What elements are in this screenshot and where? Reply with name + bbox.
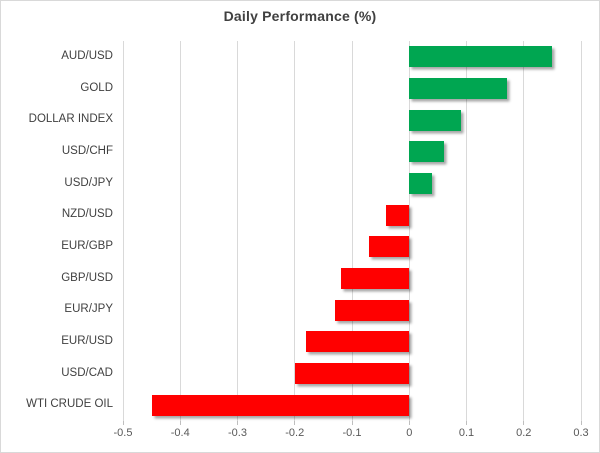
bar-wti-crude-oil xyxy=(151,394,410,416)
gridline-0 xyxy=(408,41,410,421)
bar-usd-cad xyxy=(294,363,410,384)
x-axis-label-0.1: 0.1 xyxy=(458,427,475,439)
gridline-0.3 xyxy=(580,41,582,421)
x-axis-label--0.2: -0.2 xyxy=(285,427,305,439)
x-axis-tick-0.1 xyxy=(466,421,467,425)
x-axis-tick-0.2 xyxy=(523,421,525,425)
x-axis-tick--0.4 xyxy=(179,421,181,425)
x-axis-tick-0 xyxy=(408,421,410,425)
y-axis-label-aud-usd: AUD/USD xyxy=(61,50,113,62)
x-axis-tick--0.1 xyxy=(351,421,353,425)
gridline--0.3 xyxy=(237,41,238,421)
x-axis-tick--0.5 xyxy=(122,421,124,425)
x-axis-label--0.3: -0.3 xyxy=(228,427,247,439)
bar-aud-usd xyxy=(409,46,553,68)
x-axis-label-0.2: 0.2 xyxy=(516,427,532,439)
y-axis-label-eur-gbp: EUR/GBP xyxy=(61,240,113,252)
gridline--0.4 xyxy=(179,41,181,421)
gridline-0.2 xyxy=(523,41,525,421)
y-axis-label-gbp-usd: GBP/USD xyxy=(61,271,113,284)
bar-usd-chf xyxy=(409,141,444,163)
bar-eur-usd xyxy=(306,331,410,353)
y-axis-label-usd-chf: USD/CHF xyxy=(61,145,113,157)
bar-dollar-index xyxy=(409,109,461,131)
x-axis-tick--0.3 xyxy=(237,421,238,425)
y-axis-label-eur-usd: EUR/USD xyxy=(61,335,113,347)
bar-gbp-usd xyxy=(340,268,410,289)
gridline-0.1 xyxy=(466,41,467,421)
gridline--0.5 xyxy=(122,41,124,421)
x-axis-tick--0.2 xyxy=(294,421,296,425)
bar-usd-jpy xyxy=(409,173,433,194)
bar-nzd-usd xyxy=(386,204,410,226)
y-axis-label-nzd-usd: NZD/USD xyxy=(61,208,113,221)
bar-eur-gbp xyxy=(369,236,410,258)
y-axis-label-gold: GOLD xyxy=(80,81,113,94)
y-axis-label-usd-jpy: USD/JPY xyxy=(64,176,113,189)
y-axis-label-eur-jpy: EUR/JPY xyxy=(64,303,113,316)
chart-title: Daily Performance (%) xyxy=(223,8,377,24)
x-axis-label-0: 0 xyxy=(406,427,413,439)
x-axis-label--0.1: -0.1 xyxy=(342,427,362,439)
gridline--0.2 xyxy=(294,41,296,421)
bar-gold xyxy=(409,78,507,99)
x-axis-label-0.3: 0.3 xyxy=(573,427,589,439)
x-axis-tick-0.3 xyxy=(580,421,582,425)
y-axis-label-usd-cad: USD/CAD xyxy=(61,366,113,379)
x-axis-label--0.5: -0.5 xyxy=(113,427,133,439)
y-axis-label-wti-crude-oil: WTI CRUDE OIL xyxy=(26,398,113,411)
bar-eur-jpy xyxy=(334,299,410,321)
x-axis-label--0.4: -0.4 xyxy=(170,427,190,439)
gridline--0.1 xyxy=(351,41,353,421)
y-axis-label-dollar-index: DOLLAR INDEX xyxy=(28,113,113,126)
